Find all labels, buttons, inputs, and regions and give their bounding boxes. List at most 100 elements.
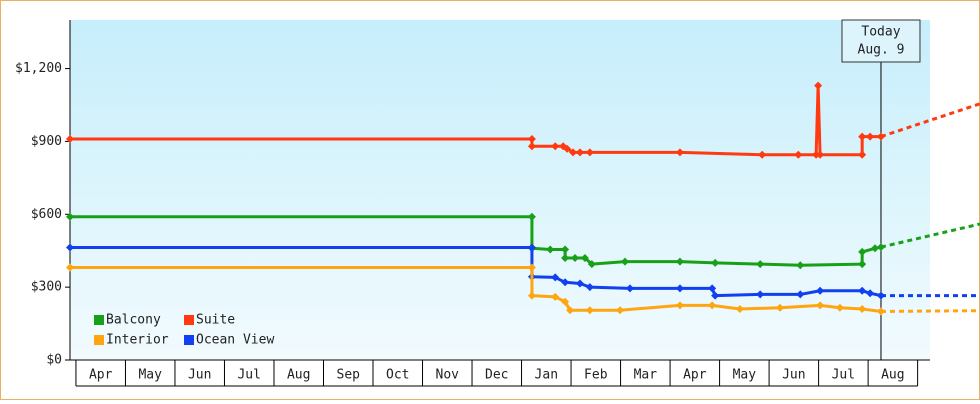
x-tick-label: Sep	[337, 368, 361, 383]
point	[675, 148, 684, 157]
x-tick-label: Jun	[782, 368, 805, 383]
legend-label: Balcony	[106, 313, 161, 328]
forecast-line	[880, 309, 980, 313]
point	[527, 135, 536, 143]
x-tick-label: Feb	[584, 368, 608, 383]
point	[858, 247, 867, 256]
point	[616, 306, 625, 315]
legend-swatch	[94, 335, 104, 345]
y-tick-label: $600	[31, 207, 62, 222]
today-box	[841, 19, 921, 63]
point	[756, 260, 765, 269]
point	[566, 306, 575, 315]
x-tick-label: Mar	[634, 368, 658, 383]
point	[675, 301, 684, 310]
point	[527, 243, 536, 252]
point	[866, 132, 875, 141]
point	[625, 284, 634, 293]
plot-area	[70, 20, 930, 360]
point	[587, 260, 596, 269]
point	[527, 263, 536, 272]
x-tick-label: Aug	[287, 368, 310, 383]
x-tick-label: Apr	[683, 368, 707, 383]
legend-swatch	[184, 335, 194, 345]
point	[551, 273, 560, 282]
point	[796, 290, 805, 299]
y-tick-label: $900	[31, 134, 62, 149]
point	[708, 284, 717, 293]
point	[546, 245, 555, 254]
y-tick-label: $1,200	[15, 61, 62, 76]
x-tick-label: Nov	[436, 368, 460, 383]
x-tick-label: Aug	[881, 368, 904, 383]
point	[621, 257, 630, 266]
y-tick-label: $300	[31, 280, 62, 295]
point	[561, 297, 570, 306]
point	[585, 148, 594, 157]
point	[563, 144, 572, 153]
point	[796, 261, 805, 270]
point	[876, 291, 885, 300]
point	[816, 286, 825, 295]
point	[575, 148, 584, 157]
series-line	[70, 265, 882, 313]
point	[561, 278, 570, 287]
point	[711, 291, 720, 300]
point	[711, 258, 720, 267]
point	[551, 142, 560, 151]
legend-label: Interior	[106, 333, 169, 348]
point	[858, 286, 867, 295]
point	[876, 243, 885, 252]
x-tick-label: May	[733, 368, 757, 383]
point	[66, 263, 74, 272]
point	[835, 303, 844, 312]
point	[794, 150, 803, 159]
x-tick-label: Jan	[535, 368, 558, 383]
point	[66, 243, 74, 252]
x-tick-label: Jul	[237, 368, 260, 383]
point	[858, 305, 867, 313]
y-tick-label: $0	[46, 353, 62, 368]
point	[871, 244, 880, 253]
point	[66, 135, 74, 143]
point	[876, 132, 885, 141]
point	[758, 150, 767, 159]
legend-swatch	[184, 315, 194, 325]
point	[569, 148, 578, 157]
point	[708, 301, 717, 310]
lines	[66, 81, 980, 316]
legend-label: Suite	[196, 313, 235, 328]
point	[866, 289, 875, 298]
point	[575, 279, 584, 288]
x-tick-label: Jun	[188, 368, 211, 383]
point	[735, 305, 744, 313]
point	[585, 306, 594, 315]
point	[816, 301, 825, 310]
point	[551, 292, 560, 301]
today-date: Aug. 9	[858, 43, 905, 58]
legend-label: Ocean View	[196, 333, 274, 348]
point	[775, 303, 784, 312]
x-tick-label: Oct	[386, 368, 409, 383]
point	[876, 307, 885, 316]
point	[756, 290, 765, 299]
point	[816, 150, 825, 159]
point	[561, 245, 570, 254]
x-tick-label: May	[138, 368, 162, 383]
point	[675, 257, 684, 266]
point	[527, 142, 536, 151]
point	[858, 132, 867, 141]
point	[858, 260, 867, 269]
legend-swatch	[94, 315, 104, 325]
point	[814, 81, 823, 90]
axes: $0 $300 $600 $900 $1,200 Apr May Jun Jul Aug Sep Oc…	[15, 19, 930, 387]
point	[580, 254, 589, 262]
point	[571, 254, 580, 262]
legend: Balcony Suite Interior Ocean View	[94, 313, 274, 348]
point	[527, 212, 536, 221]
point	[675, 284, 684, 293]
point	[66, 212, 74, 221]
x-tick-label: Jul	[832, 368, 855, 383]
point	[585, 283, 594, 292]
